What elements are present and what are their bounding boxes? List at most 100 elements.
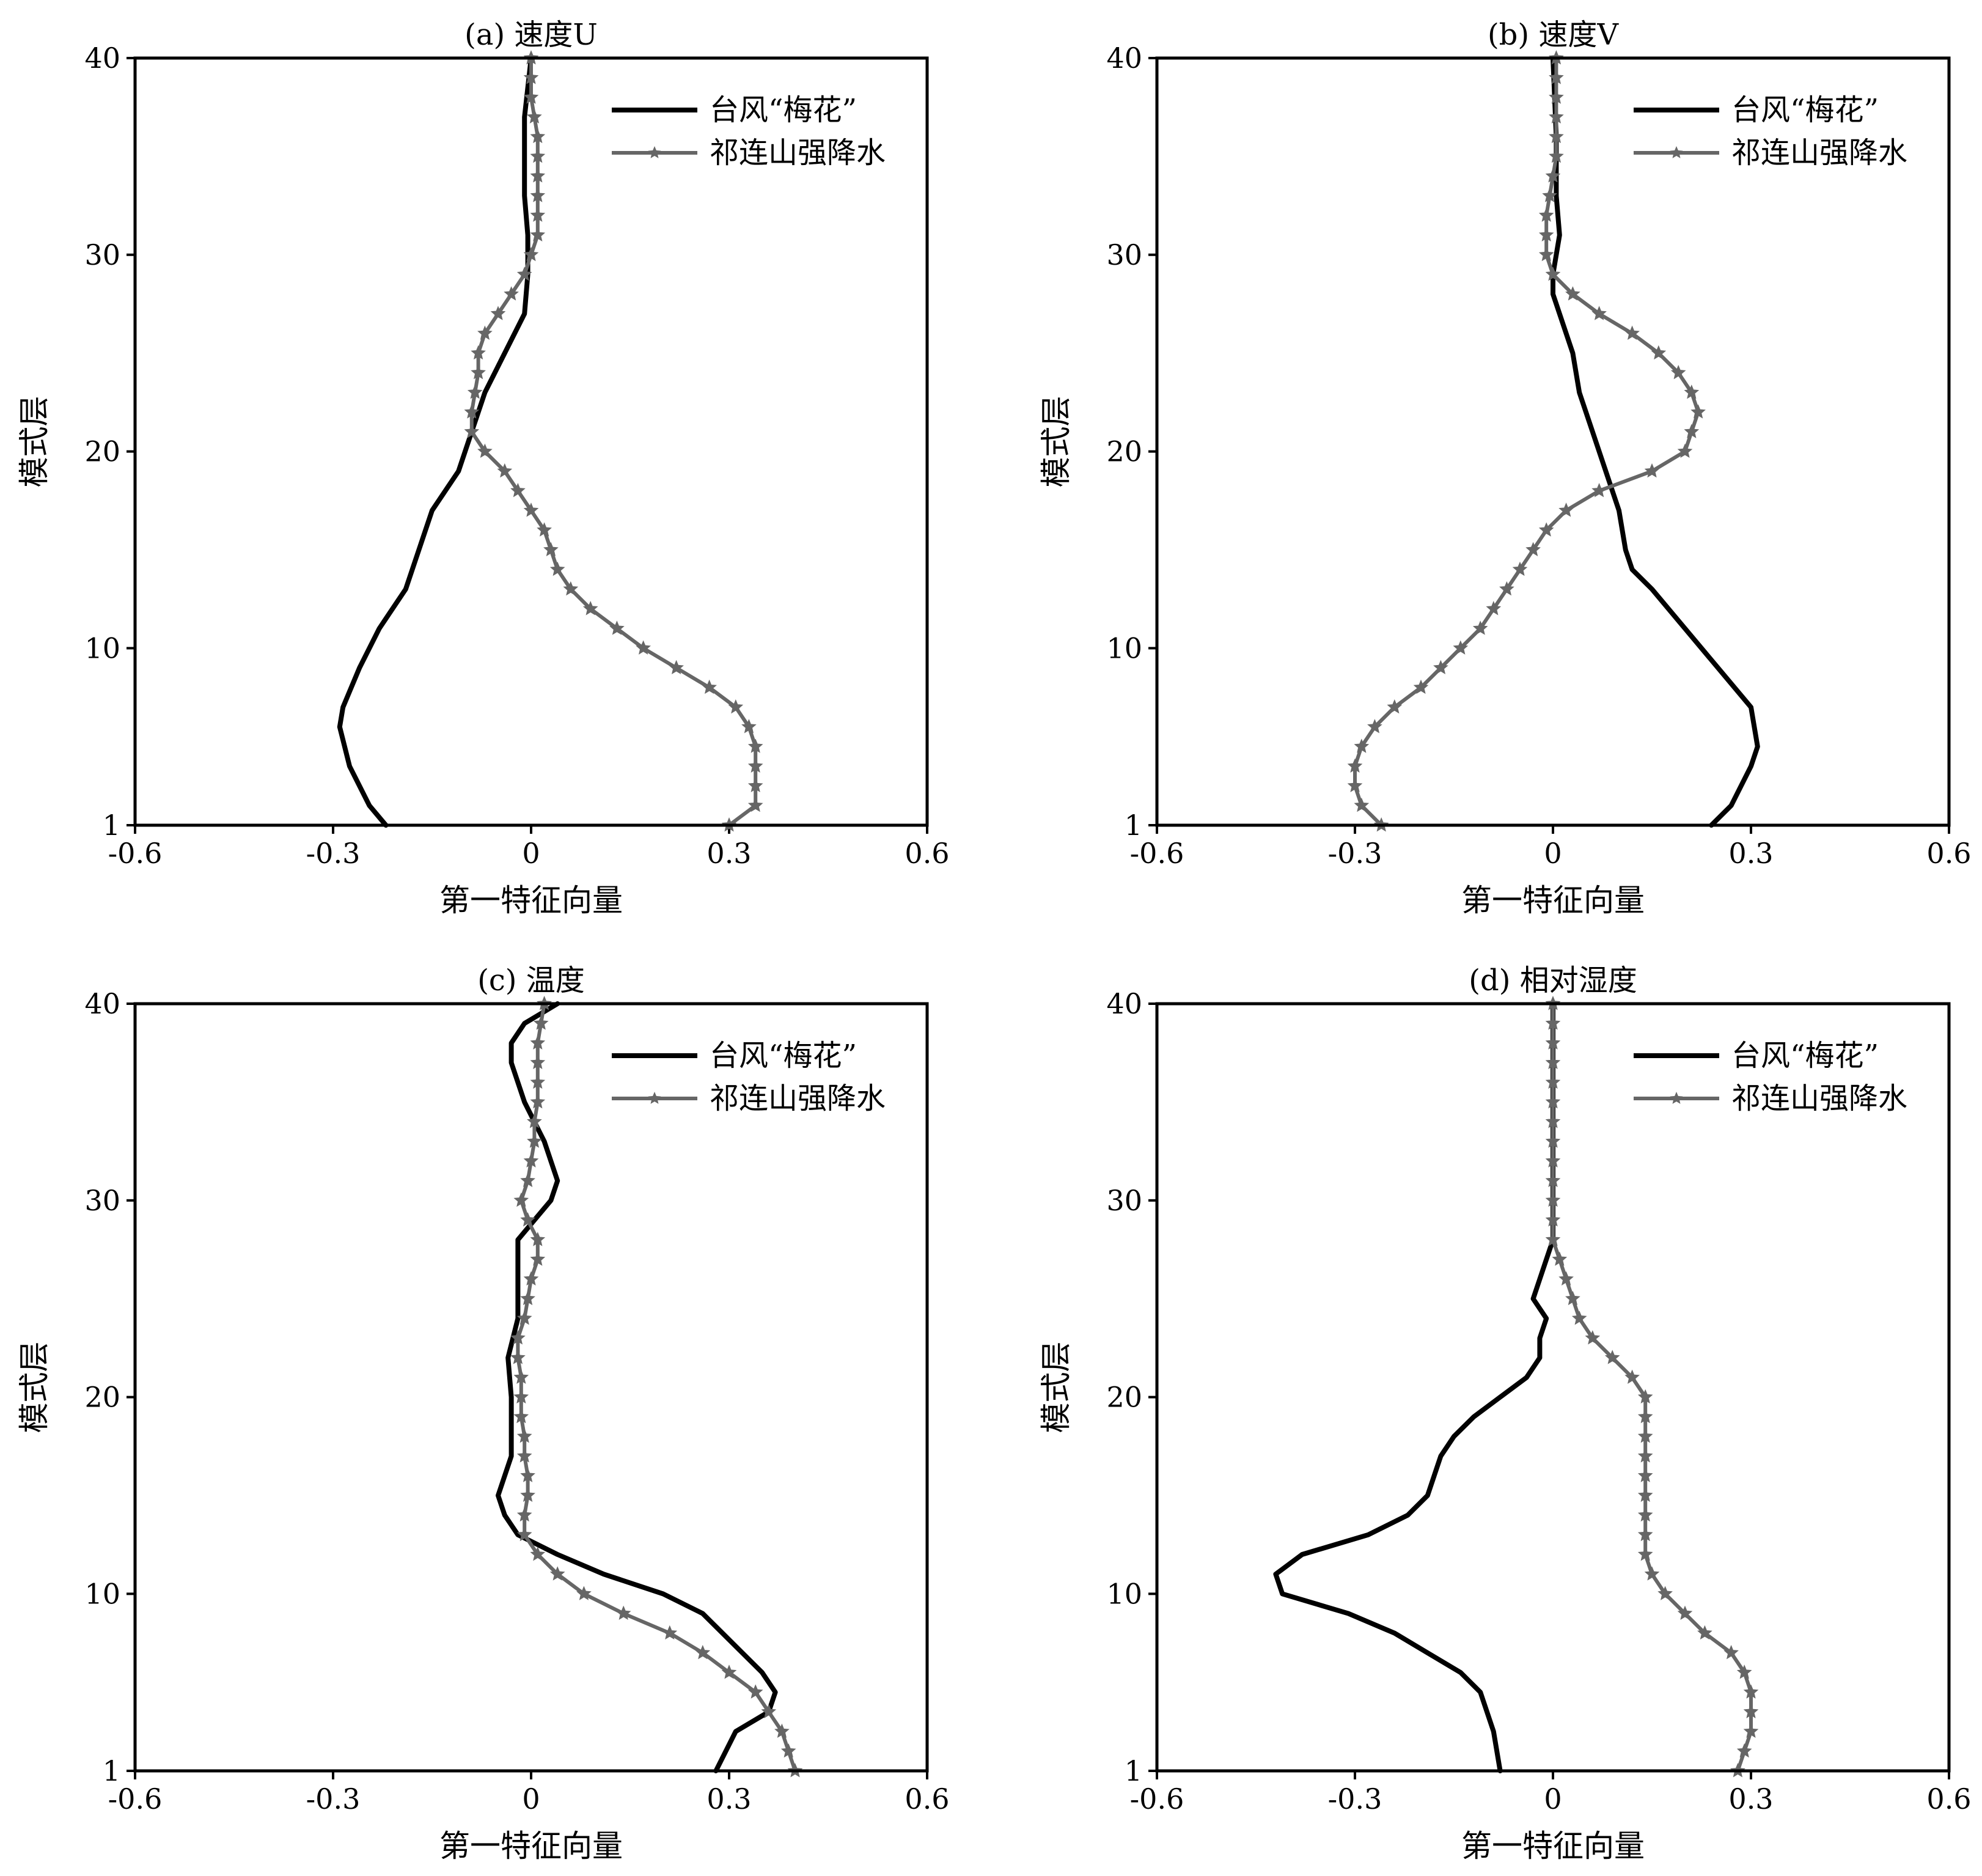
y-tick-label: 30 [84,238,120,271]
series-point-marker [576,1586,592,1600]
series-point-marker [1637,1547,1653,1561]
y-tick-label: 1 [1125,809,1142,842]
series-point-marker [513,1408,529,1424]
series-point-marker [520,1290,535,1306]
plot-frame [133,56,929,827]
series-point-marker [1499,581,1514,596]
y-tick-label: 40 [84,42,120,75]
series-point-marker [1538,522,1554,537]
series-point-marker [1624,1369,1640,1384]
series-point-marker [471,364,486,380]
x-tick-label: -0.6 [1130,1782,1184,1815]
series-point-marker [1604,1350,1620,1364]
series-point-marker [523,246,539,262]
series-point-marker [464,424,480,438]
plot-frame [1155,56,1951,827]
series-point-marker [721,1664,737,1679]
series-point-marker [1538,207,1554,222]
series-point-marker [1644,463,1660,478]
series-point-marker [510,1330,526,1345]
series-point-marker [1545,1114,1561,1128]
series-point-marker [747,1684,763,1699]
series-point-marker [530,207,546,222]
y-tick-label: 20 [1106,435,1142,468]
y-tick-label: 1 [1125,1754,1142,1787]
series-point-marker [1545,1133,1561,1148]
y-tick-label: 20 [84,435,120,468]
series-point-marker [1545,1015,1561,1030]
series-point-marker [1413,679,1429,694]
series-point-marker [464,404,480,419]
series-point-marker [1354,797,1370,812]
x-tick-label: 0.3 [707,1782,751,1815]
series-point-marker [1545,1153,1561,1168]
y-tick-label: 10 [84,631,120,664]
series-point-marker [1637,1526,1653,1542]
plot-frame [133,1002,929,1773]
series-point-marker [530,148,546,163]
series-point-marker [1347,778,1363,793]
x-tick-label: -0.3 [1328,837,1382,870]
series-point-marker [1433,660,1448,675]
series-line-1 [1273,1001,1555,1773]
series-point-marker [615,1605,631,1620]
series-point-marker [1637,1507,1653,1522]
series-point-marker [563,581,579,596]
series-point-marker [523,70,539,84]
x-tick-label: 0 [1544,1782,1562,1815]
chart-panel-b: (b) 速度V -0.6 -0.3 0 0.3 0.6 1 10 20 30 40 第一特征向量 模式层… [1038,18,1972,918]
x-tick-label: 0 [1544,837,1562,870]
chart-title: (c) 温度 [477,963,585,998]
series-point-marker [516,1526,532,1542]
series-point-marker [467,384,483,399]
series-point-marker [530,1074,546,1089]
series-point-marker [1545,1094,1561,1109]
series-point-marker [1565,1290,1580,1306]
x-axis-label: 第一特征向量 [1461,883,1645,918]
series-point-marker [1549,128,1564,144]
plot-frame [1155,1002,1951,1773]
series-point-marker [530,1094,546,1109]
y-axis-label: 模式层 [17,1342,52,1433]
series-point-marker [1657,1586,1673,1600]
y-tick-label: 40 [1106,987,1142,1020]
y-axis-label: 模式层 [1038,396,1074,488]
series-point-marker [1637,1389,1653,1404]
y-tick-label: 20 [1106,1381,1142,1414]
series-point-marker [543,542,559,556]
series-point-marker [516,1507,532,1522]
series-point-marker [520,1468,535,1482]
series-point-marker [1743,1684,1759,1699]
chart-title: (a) 速度U [464,18,598,52]
series-point-marker [1637,1468,1653,1482]
series-point-marker [1558,1271,1574,1286]
series-point-marker [516,1448,532,1463]
series-point-marker [520,1172,535,1188]
y-tick-label: 30 [1106,238,1142,271]
series-point-marker [530,128,546,144]
x-tick-label: 0.6 [905,837,949,870]
series-point-marker [1472,620,1488,635]
series-point-marker [1684,424,1700,438]
series-line-2 [516,1002,797,1773]
x-tick-label: -0.3 [306,1782,361,1815]
series-point-marker [520,1487,535,1502]
y-tick-label: 10 [84,1577,120,1610]
series-point-marker [609,620,625,635]
series-point-marker [1591,306,1607,320]
x-tick-label: 0.3 [707,837,751,870]
chart-panel-a: (a) 速度U -0.6 -0.3 0 0.3 0.6 1 10 20 30 40 第一特征向量 模式层… [17,18,950,918]
y-tick-label: 1 [103,809,120,842]
series-point-marker [1545,168,1561,183]
x-tick-label: 0.3 [1728,837,1773,870]
series-point-marker [1387,699,1403,714]
series-point-marker [516,1310,532,1325]
series-point-marker [1512,561,1528,576]
series-point-marker [1525,542,1541,556]
series-point-marker [1545,1172,1561,1188]
series-point-marker [747,797,763,812]
series-point-marker [1743,1704,1759,1718]
series-point-marker [1697,1625,1712,1640]
legend: 台风“梅花” 祁连山强降水 [612,1039,886,1116]
